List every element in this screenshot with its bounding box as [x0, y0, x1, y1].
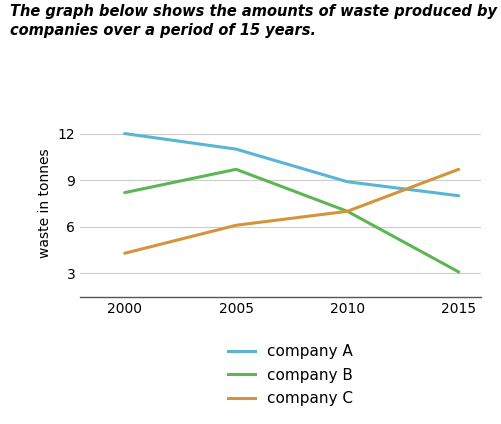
Text: The graph below shows the amounts of waste produced by three
companies over a pe: The graph below shows the amounts of was…	[10, 4, 501, 38]
Y-axis label: waste in tonnes: waste in tonnes	[38, 149, 52, 258]
Legend: company A, company B, company C: company A, company B, company C	[221, 338, 360, 412]
